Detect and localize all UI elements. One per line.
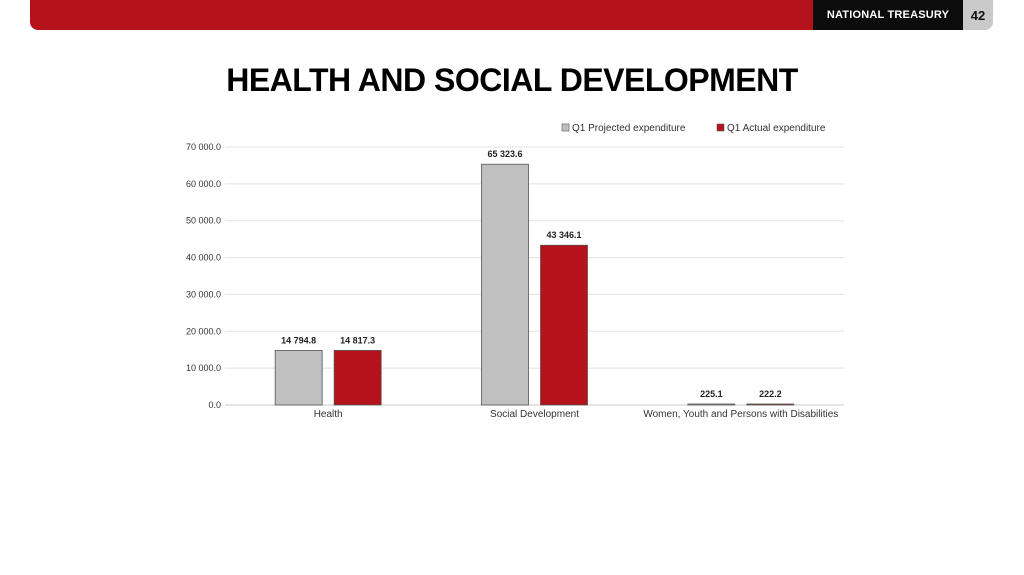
y-tick-label: 60 000.0	[186, 179, 221, 189]
y-tick-label: 20 000.0	[186, 326, 221, 336]
bar	[687, 403, 736, 406]
legend-swatch	[716, 123, 725, 132]
legend: Q1 Projected expenditure Q1 Actual expend…	[561, 123, 826, 134]
y-tick-label: 40 000.0	[186, 253, 221, 263]
data-labels: 14 794.8 14 817.3 65 323.6 43 346.1 225.1 222…	[281, 149, 781, 399]
bars	[274, 163, 795, 406]
data-label: 14 794.8	[281, 335, 316, 345]
bar	[274, 350, 323, 406]
x-category-label: Health	[314, 409, 343, 420]
y-tick-label: 30 000.0	[186, 289, 221, 299]
page-number: 42	[963, 0, 993, 30]
data-label: 14 817.3	[340, 335, 375, 345]
x-category-label: Social Development	[490, 409, 579, 420]
bar	[540, 244, 588, 406]
y-axis-ticks: 0.0 10 000.0 20 000.0 30 000.0 40 000.0 50 00…	[186, 142, 221, 410]
y-tick-label: 0.0	[208, 400, 221, 410]
y-tick-label: 10 000.0	[186, 363, 221, 373]
y-tick-label: 70 000.0	[186, 142, 221, 152]
x-category-label: Women, Youth and Persons with Disabiliti…	[643, 409, 838, 420]
x-axis-categories: Health Social Development Women, Youth and…	[314, 409, 839, 420]
grid-lines	[225, 146, 844, 406]
legend-label: Q1 Projected expenditure	[572, 123, 686, 134]
bar	[333, 349, 382, 406]
data-label: 65 323.6	[487, 149, 522, 159]
y-tick-label: 50 000.0	[186, 216, 221, 226]
bar	[481, 163, 529, 406]
data-label: 222.2	[759, 389, 782, 399]
bar	[746, 403, 795, 406]
data-label: 225.1	[700, 389, 723, 399]
page-title: HEALTH AND SOCIAL DEVELOPMENT	[226, 62, 798, 98]
legend-swatch	[561, 123, 570, 132]
legend-label: Q1 Actual expenditure	[727, 123, 826, 134]
data-label: 43 346.1	[546, 230, 581, 240]
brand-label: NATIONAL TREASURY	[813, 0, 963, 30]
